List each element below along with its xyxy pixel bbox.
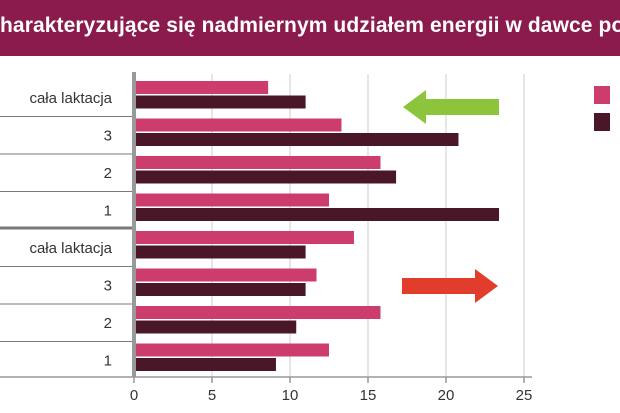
- bar: [136, 208, 500, 221]
- category-label: 1: [104, 202, 112, 219]
- x-tick-label: 10: [282, 387, 299, 404]
- bar: [136, 133, 459, 146]
- bar: [136, 81, 269, 94]
- arrow-right-icon: [402, 269, 498, 303]
- legend-swatch: [594, 86, 610, 104]
- bar: [136, 343, 329, 357]
- chart-title: harakteryzujące się nadmiernym udziałem …: [0, 14, 620, 37]
- category-label: 2: [104, 165, 112, 182]
- title-banner: harakteryzujące się nadmiernym udziałem …: [0, 0, 620, 56]
- x-tick-label: 0: [130, 387, 138, 404]
- x-tick-label: 15: [360, 387, 377, 404]
- x-tick-label: 25: [516, 387, 533, 404]
- bar: [136, 193, 329, 207]
- legend-swatch: [594, 113, 610, 131]
- x-tick-label: 20: [438, 387, 455, 404]
- bar: [136, 170, 397, 184]
- category-label: cała laktacja: [29, 240, 112, 257]
- x-tick-label: 5: [208, 387, 216, 404]
- bar: [136, 245, 306, 259]
- category-label: cała laktacja: [29, 90, 112, 107]
- bar: [136, 283, 306, 296]
- category-label: 3: [104, 127, 112, 144]
- category-label: 1: [104, 352, 112, 369]
- bar: [136, 231, 354, 244]
- bar: [136, 156, 381, 169]
- bar: [136, 358, 276, 371]
- bar: [136, 118, 342, 132]
- bar: [136, 268, 317, 282]
- category-label: 3: [104, 277, 112, 294]
- bar: [136, 320, 297, 334]
- arrow-left-icon: [403, 90, 499, 124]
- category-label: 2: [104, 315, 112, 332]
- bar: [136, 95, 306, 109]
- bar: [136, 306, 381, 319]
